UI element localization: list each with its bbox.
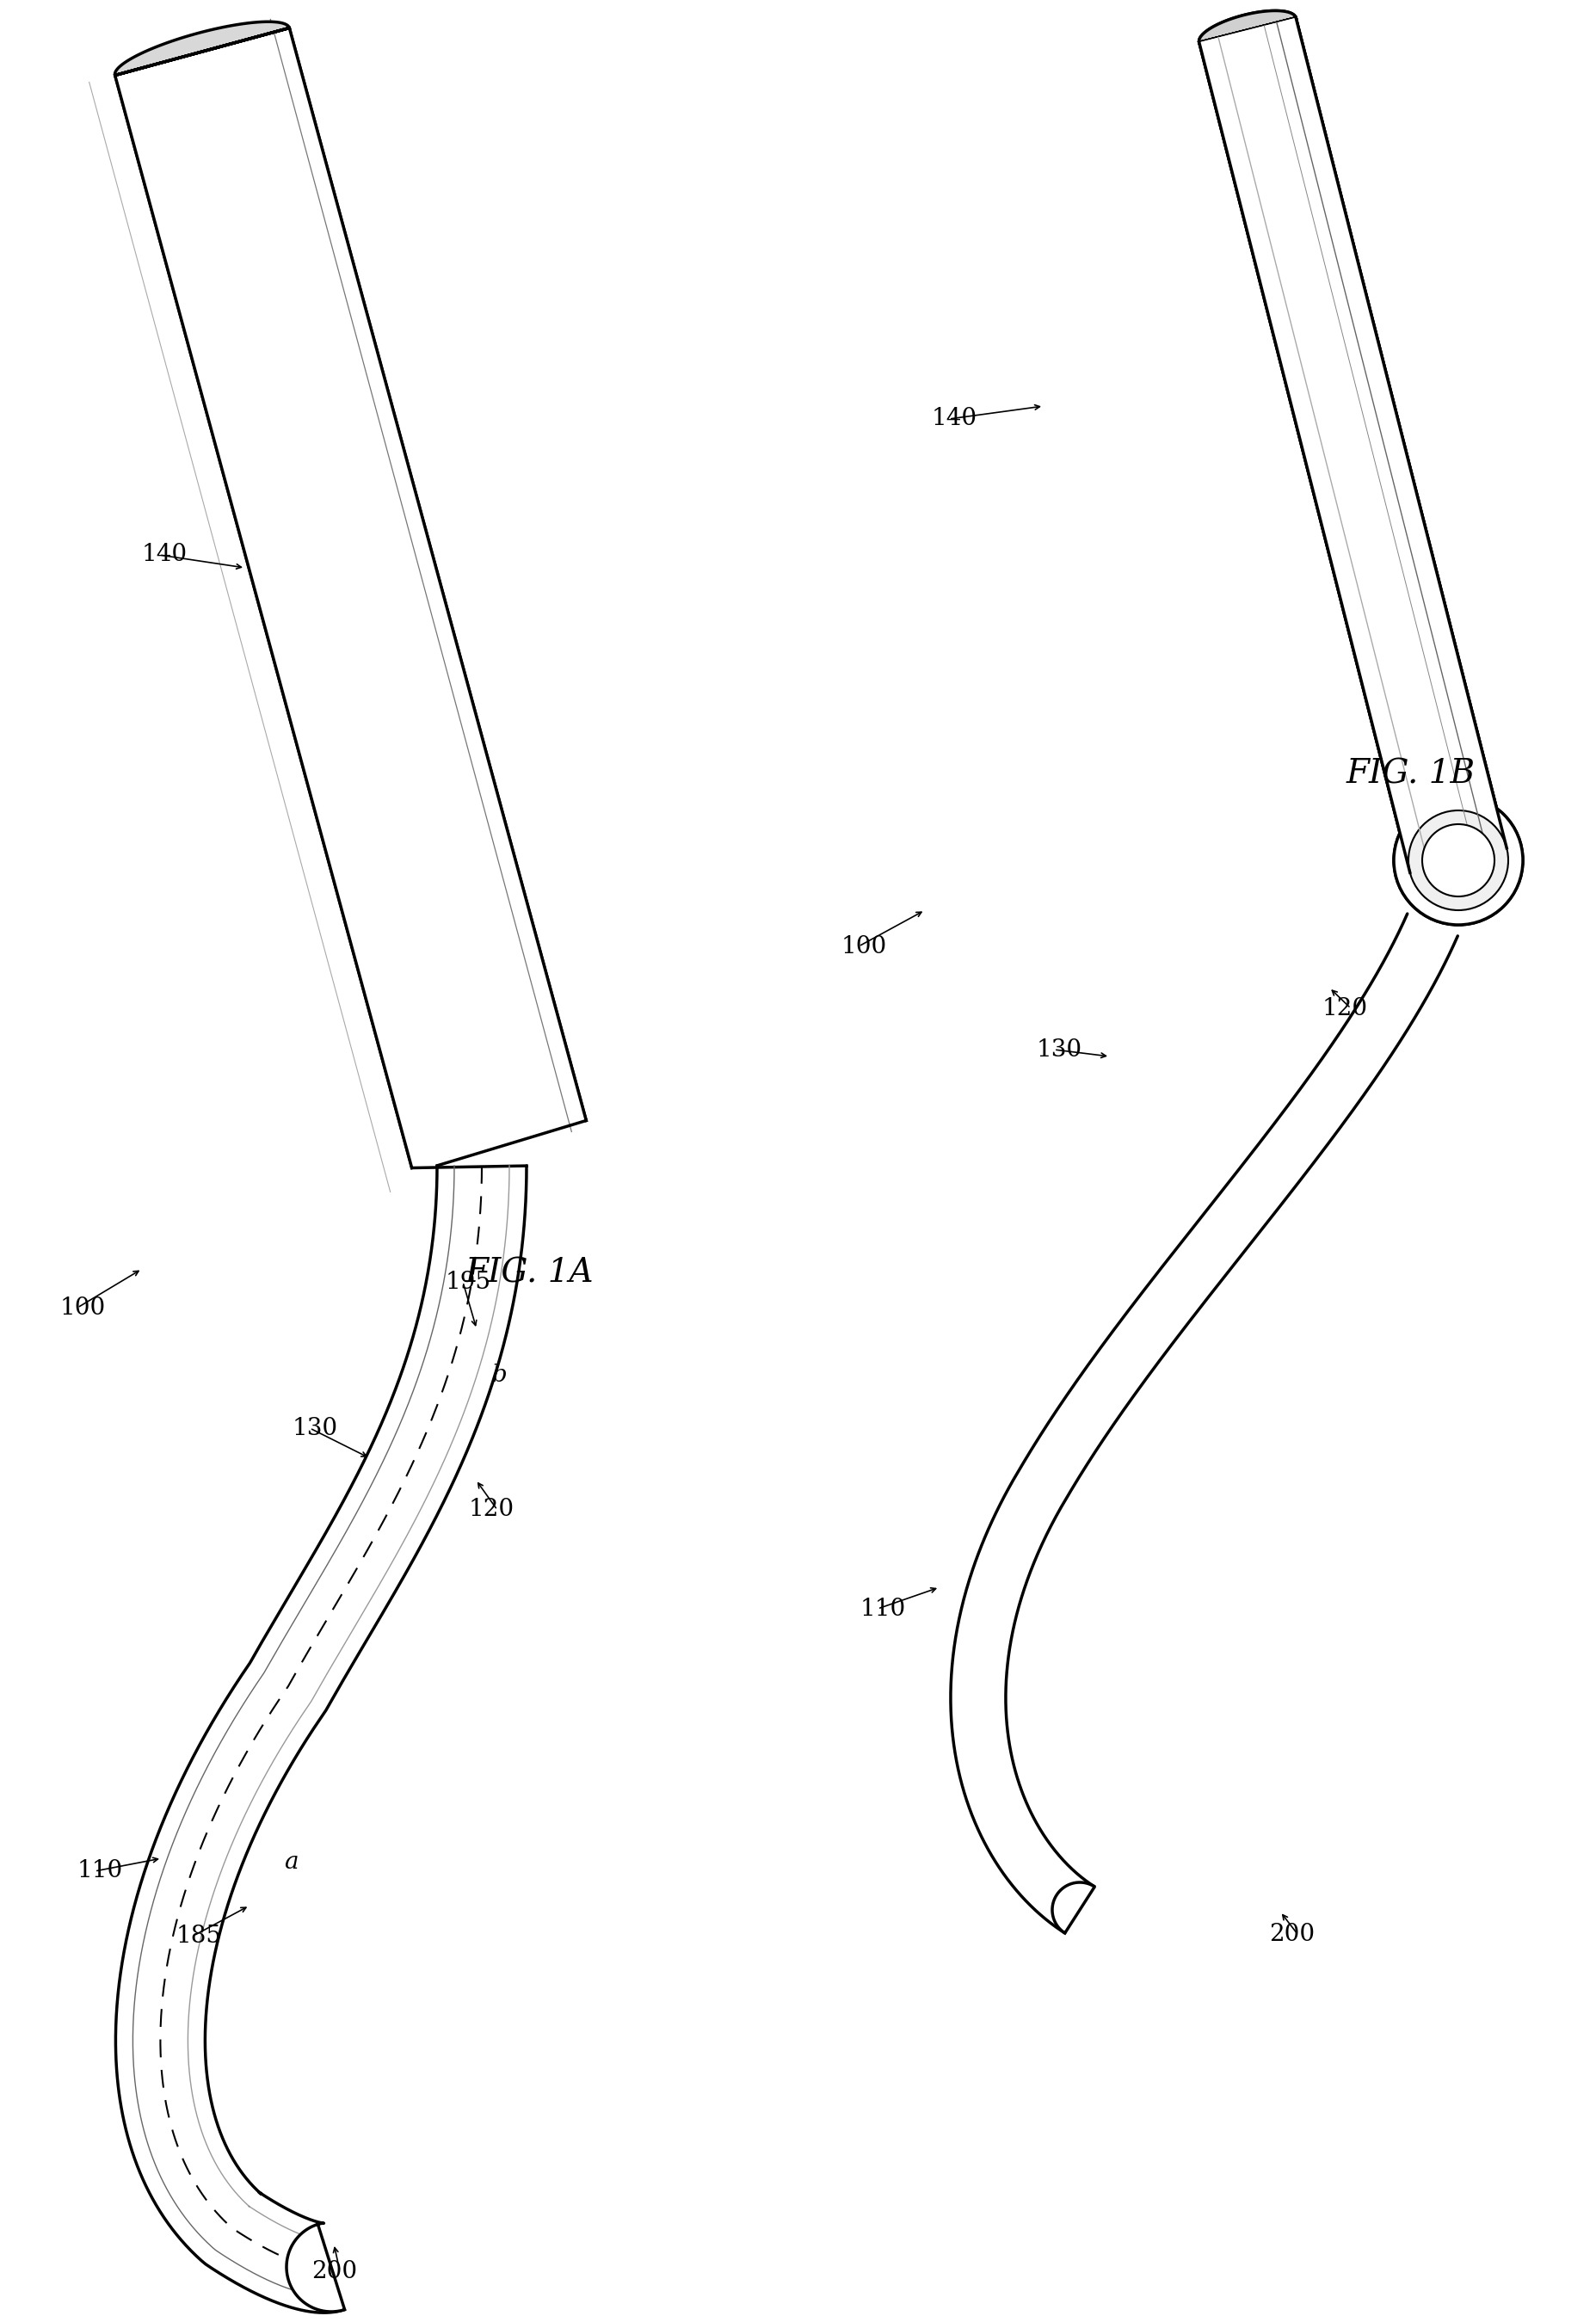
Circle shape [1393,796,1523,924]
Polygon shape [115,21,289,74]
Circle shape [1408,810,1508,910]
Text: 130: 130 [1037,1038,1082,1061]
Text: 195: 195 [445,1270,492,1293]
Text: b: b [492,1363,508,1386]
Circle shape [1408,810,1508,910]
Polygon shape [1052,1883,1095,1934]
Text: 140: 140 [142,543,188,567]
Polygon shape [115,28,586,1168]
Circle shape [1393,796,1523,924]
Text: 185: 185 [177,1925,222,1948]
Polygon shape [115,1166,527,2313]
Polygon shape [115,28,586,1168]
Text: 130: 130 [292,1416,338,1440]
Text: 120: 120 [1323,996,1368,1019]
Text: FIG. 1A: FIG. 1A [464,1256,594,1289]
Polygon shape [1199,19,1507,873]
Polygon shape [412,1122,586,1168]
Polygon shape [1199,19,1507,873]
Circle shape [1422,824,1494,896]
Text: 110: 110 [860,1598,907,1621]
Polygon shape [1199,19,1507,873]
Polygon shape [1199,12,1296,42]
Text: 140: 140 [932,406,977,430]
Text: 110: 110 [78,1860,123,1883]
Polygon shape [951,915,1457,1934]
Text: 100: 100 [61,1296,105,1319]
Text: FIG. 1B: FIG. 1B [1347,759,1476,789]
Text: 100: 100 [841,936,887,959]
Text: 200: 200 [1269,1923,1315,1946]
Text: 120: 120 [469,1498,514,1521]
Text: 200: 200 [311,2259,358,2283]
Polygon shape [287,2224,345,2313]
Circle shape [1422,824,1494,896]
Text: a: a [284,1851,298,1874]
